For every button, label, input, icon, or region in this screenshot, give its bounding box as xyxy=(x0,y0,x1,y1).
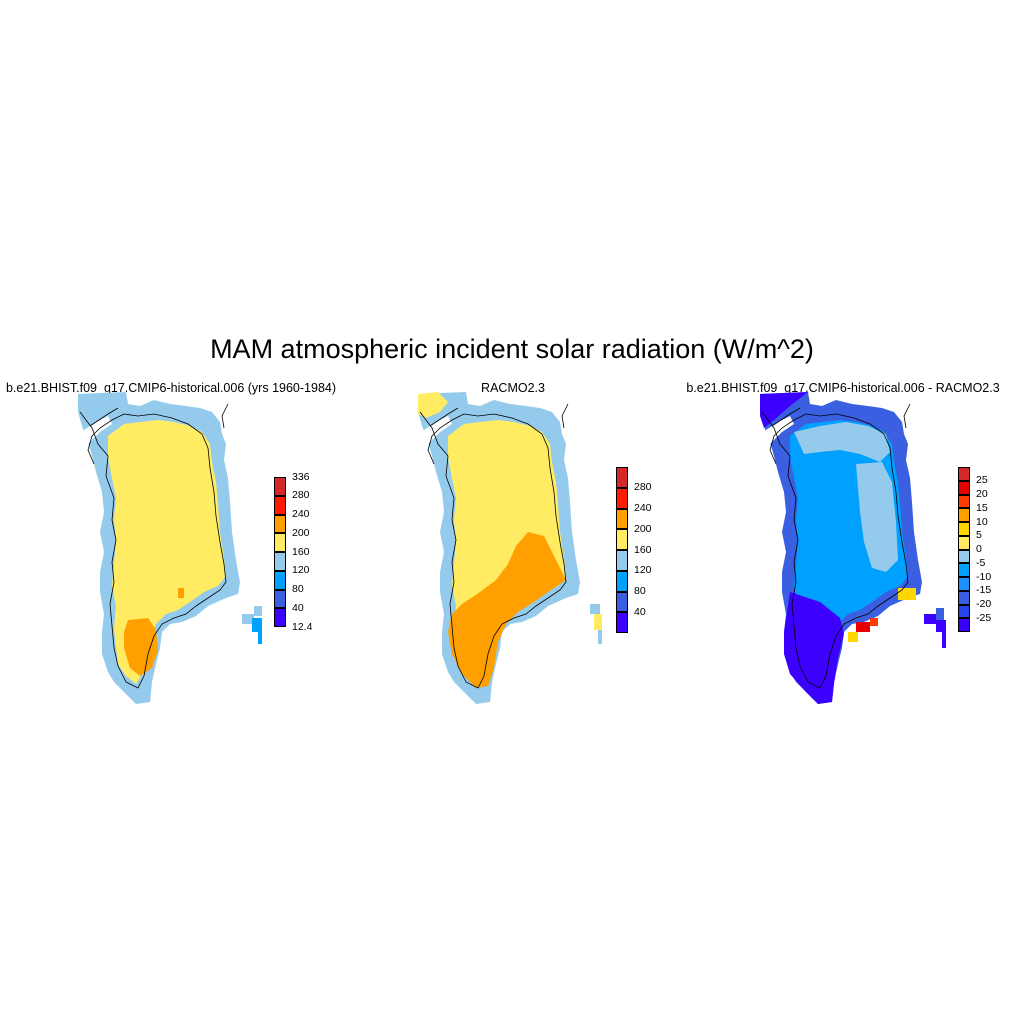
colorbar-box xyxy=(958,590,970,605)
se-positive xyxy=(848,632,858,642)
panel-2-map xyxy=(418,392,602,704)
colorbar-label: 40 xyxy=(292,601,304,614)
colorbar-label: 20 xyxy=(976,488,988,500)
island-cell xyxy=(936,608,944,620)
colorbar-box xyxy=(958,535,970,550)
colorbar-label: 5 xyxy=(976,529,982,542)
island-cell xyxy=(590,604,600,614)
coastline xyxy=(761,403,911,689)
se-positive xyxy=(856,622,870,632)
colorbar-box xyxy=(616,487,628,509)
nw-gap xyxy=(418,416,452,444)
colorbar-box xyxy=(958,508,970,522)
colorbar-box xyxy=(616,508,628,530)
nw-patch xyxy=(418,392,448,418)
colorbar-label: 25 xyxy=(976,474,988,487)
colorbar-label: 160 xyxy=(292,545,310,558)
colorbar-box xyxy=(616,467,628,488)
colorbar-label: 280 xyxy=(634,481,652,494)
colorbar-label: 200 xyxy=(292,526,310,539)
colorbar-label: 0 xyxy=(976,543,982,555)
interior-field xyxy=(108,420,226,684)
island-cell xyxy=(252,618,262,632)
colorbar-label: 280 xyxy=(292,489,310,502)
island-cell xyxy=(924,614,936,624)
colorbar-label: 160 xyxy=(634,543,652,556)
colorbar-box xyxy=(958,563,970,577)
panel-3-title: b.e21.BHIST.f09_g17.CMIP6-historical.006… xyxy=(686,381,1000,395)
colorbar-label: -25 xyxy=(976,611,992,624)
south-low xyxy=(784,592,844,704)
island-cell xyxy=(242,614,254,624)
nw-low xyxy=(760,392,808,428)
colorbar-box xyxy=(958,577,970,591)
panel-1-title: b.e21.BHIST.f09_g17.CMIP6-historical.006… xyxy=(5,381,337,395)
colorbar-label: -5 xyxy=(976,556,986,569)
colorbar-label: 336 xyxy=(292,470,310,483)
colorbar-box xyxy=(958,494,970,509)
coastline xyxy=(79,403,229,689)
panel-1-map xyxy=(78,392,262,704)
panel-1-colorbar: 336 280 240 200 160 120 80 40 12.4 xyxy=(274,471,364,632)
colorbar-label: 120 xyxy=(634,564,652,577)
colorbar-label: 80 xyxy=(292,583,304,595)
panel-3-colorbar: 25 20 15 10 5 0 -5 -10 -15 -20 -25 xyxy=(958,467,1024,632)
island-cell xyxy=(598,630,602,644)
light-block xyxy=(794,422,890,462)
island-cell xyxy=(258,632,262,644)
nw-gap xyxy=(78,416,112,444)
colorbar-label: -10 xyxy=(976,570,992,583)
colorbar-box xyxy=(958,549,970,564)
colorbar-box xyxy=(274,589,286,609)
colorbar-label: 200 xyxy=(634,522,652,535)
island-cell xyxy=(254,606,262,616)
nw-gap xyxy=(760,416,794,444)
small-patch xyxy=(178,588,184,598)
panel-2-title: RACMO2.3 xyxy=(481,381,545,395)
south-band xyxy=(448,532,566,688)
panel-3-map xyxy=(760,392,946,704)
colorbar-label: 240 xyxy=(634,502,652,514)
colorbar-box xyxy=(616,612,628,633)
colorbar-box xyxy=(274,495,286,515)
colorbar-box xyxy=(958,604,970,619)
colorbar-label: 120 xyxy=(292,564,310,577)
colorbar-box xyxy=(958,467,970,481)
colorbar-box xyxy=(958,522,970,536)
colorbar-box xyxy=(274,608,286,627)
panel-2-colorbar: 280 240 200 160 120 80 40 xyxy=(616,467,706,633)
island-cell xyxy=(594,614,602,630)
island-cell xyxy=(936,620,946,632)
se-positive xyxy=(898,588,916,600)
south-patch xyxy=(124,618,158,676)
colorbar-box xyxy=(274,477,286,496)
colorbar-box xyxy=(274,570,286,590)
colorbar-label: 40 xyxy=(634,605,646,618)
colorbar-box xyxy=(274,533,286,552)
colorbar-box xyxy=(958,480,970,495)
se-positive xyxy=(870,618,878,626)
colorbar-box xyxy=(616,591,628,613)
colorbar-label: 10 xyxy=(976,515,988,528)
colorbar-label: 12.4 xyxy=(292,620,313,633)
colorbar-box xyxy=(958,618,970,632)
colorbar-box xyxy=(616,570,628,592)
colorbar-label: 240 xyxy=(292,508,310,520)
colorbar-box xyxy=(274,514,286,534)
colorbar-label: 15 xyxy=(976,501,988,514)
light-block xyxy=(856,462,898,572)
figure-title: MAM atmospheric incident solar radiation… xyxy=(210,334,814,364)
island-cell xyxy=(942,632,946,648)
colorbar-box xyxy=(616,550,628,571)
colorbar-label: -20 xyxy=(976,598,992,610)
colorbar-label: -15 xyxy=(976,584,992,597)
coastline xyxy=(419,403,569,689)
colorbar-box xyxy=(616,529,628,550)
colorbar-label: 80 xyxy=(634,585,646,597)
colorbar-box xyxy=(274,552,286,571)
